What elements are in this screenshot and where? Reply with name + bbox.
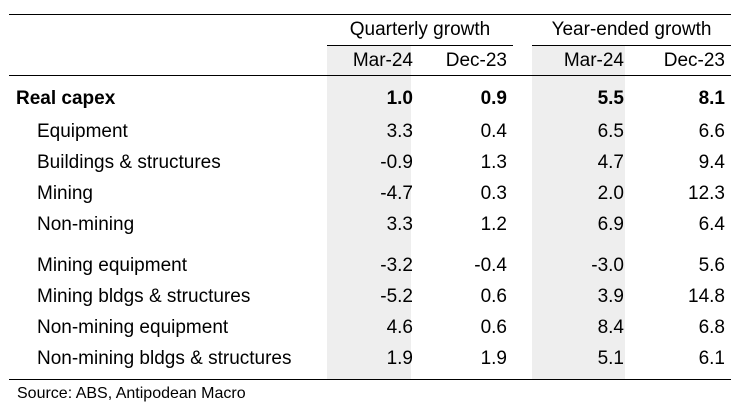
row-label: Non-mining equipment xyxy=(37,317,229,338)
table-row: Mining equipment -3.2 -0.4 -3.0 5.6 xyxy=(9,250,731,281)
row-label: Non-mining xyxy=(37,214,135,235)
cell-value: 2.0 xyxy=(597,183,624,204)
row-label: Buildings & structures xyxy=(37,152,221,173)
cell-value: 1.3 xyxy=(480,152,507,173)
table-row: Equipment 3.3 0.4 6.5 6.6 xyxy=(9,116,731,147)
cell-value: 6.1 xyxy=(698,348,725,369)
table-row: Non-mining equipment 4.6 0.6 8.4 6.8 xyxy=(9,312,731,343)
table-row: Buildings & structures -0.9 1.3 4.7 9.4 xyxy=(9,147,731,178)
table-row: Mining -4.7 0.3 2.0 12.3 xyxy=(9,178,731,209)
column-header: Dec-23 xyxy=(663,50,725,71)
cell-value: 8.4 xyxy=(597,317,624,338)
cell-value: -5.2 xyxy=(380,286,413,307)
column-header-row: Mar-24 Dec-23 Mar-24 Dec-23 xyxy=(9,46,731,76)
cell-value: 0.6 xyxy=(480,286,507,307)
cell-value: 3.9 xyxy=(597,286,624,307)
column-header: Dec-23 xyxy=(445,50,507,71)
cell-value: 5.6 xyxy=(698,255,725,276)
cell-value: 1.9 xyxy=(386,348,413,369)
cell-value: -0.4 xyxy=(474,255,507,276)
cell-value: 6.9 xyxy=(597,214,624,235)
cell-value: 1.0 xyxy=(386,88,413,109)
cell-value: -3.2 xyxy=(380,255,413,276)
row-label: Equipment xyxy=(37,121,128,142)
cell-value: 6.8 xyxy=(698,317,725,338)
column-header: Mar-24 xyxy=(352,50,413,71)
source-note: Source: ABS, Antipodean Macro xyxy=(17,385,246,402)
cell-value: 9.4 xyxy=(698,152,725,173)
cell-value: 4.6 xyxy=(386,317,413,338)
cell-value: 14.8 xyxy=(688,286,725,307)
row-label: Mining bldgs & structures xyxy=(37,286,251,307)
cell-value: 0.6 xyxy=(480,317,507,338)
cell-value: 3.3 xyxy=(386,121,413,142)
cell-value: 0.3 xyxy=(480,183,507,204)
cell-value: -3.0 xyxy=(591,255,624,276)
cell-value: 5.5 xyxy=(597,88,624,109)
cell-value: 5.1 xyxy=(597,348,624,369)
row-label: Mining equipment xyxy=(37,255,187,276)
table-row: Non-mining 3.3 1.2 6.9 6.4 xyxy=(9,209,731,240)
cell-value: 8.1 xyxy=(698,88,725,109)
cell-value: 0.9 xyxy=(480,88,507,109)
cell-value: 3.3 xyxy=(386,214,413,235)
row-label: Non-mining bldgs & structures xyxy=(37,348,292,369)
cell-value: 6.6 xyxy=(698,121,725,142)
cell-value: 12.3 xyxy=(688,183,725,204)
row-label: Real capex xyxy=(16,88,116,109)
cell-value: 1.2 xyxy=(480,214,507,235)
group-header-year-ended: Year-ended growth xyxy=(532,15,731,46)
year-ended-shading xyxy=(532,46,625,379)
capex-table: Quarterly growth Year-ended growth Mar-2… xyxy=(9,14,731,380)
cell-value: 4.7 xyxy=(597,152,624,173)
group-header-quarterly: Quarterly growth xyxy=(327,15,513,46)
cell-value: -0.9 xyxy=(380,152,413,173)
table-row: Mining bldgs & structures -5.2 0.6 3.9 1… xyxy=(9,281,731,312)
row-label: Mining xyxy=(37,183,93,204)
cell-value: 0.4 xyxy=(480,121,507,142)
cell-value: 6.4 xyxy=(698,214,725,235)
column-header: Mar-24 xyxy=(563,50,624,71)
cell-value: 6.5 xyxy=(597,121,624,142)
cell-value: -4.7 xyxy=(380,183,413,204)
table-row: Non-mining bldgs & structures 1.9 1.9 5.… xyxy=(9,343,731,374)
table-row: Real capex 1.0 0.9 5.5 8.1 xyxy=(9,83,731,114)
cell-value: 1.9 xyxy=(480,348,507,369)
quarterly-shading xyxy=(327,46,411,379)
